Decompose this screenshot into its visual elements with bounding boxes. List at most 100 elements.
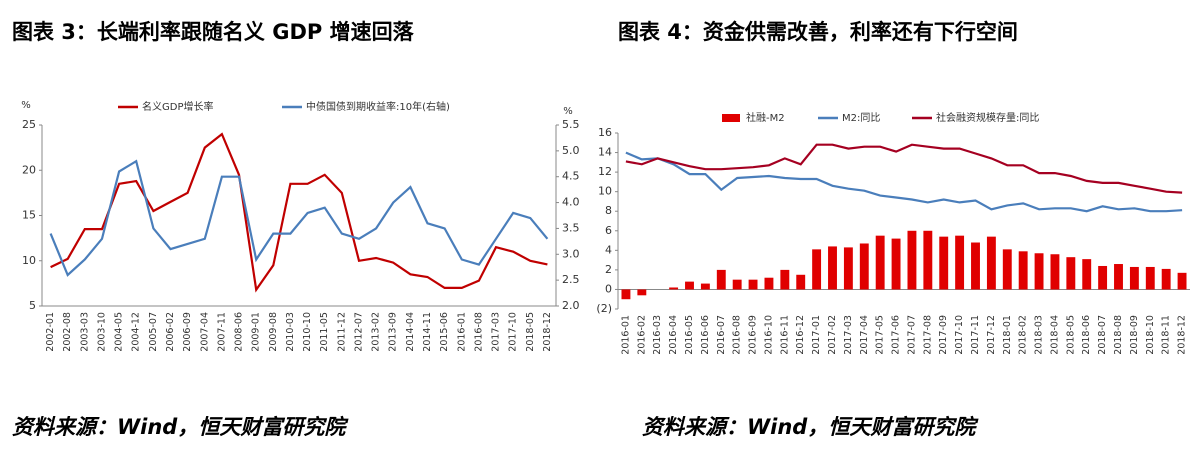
bar: [812, 249, 822, 290]
x-tick-label: 2016-05: [684, 315, 695, 355]
x-tick-label: 2016-01: [456, 312, 467, 352]
bar: [1114, 264, 1123, 290]
x-tick-label: 2016-10: [763, 315, 774, 355]
chart-title: 图表 4：资金供需改善，利率还有下行空间: [618, 20, 1018, 44]
bar: [716, 269, 726, 290]
y2-tick-label: 5.5: [562, 118, 580, 131]
x-tick-label: 2014-11: [422, 312, 433, 352]
y-tick-label: 12: [598, 165, 612, 178]
x-tick-label: 2016-08: [473, 312, 484, 352]
x-tick-label: 2011-05: [319, 312, 330, 352]
x-tick-label: 2016-12: [795, 315, 806, 355]
legend-swatch: [722, 114, 740, 122]
x-tick-label: 2003-03: [79, 312, 90, 352]
x-tick-label: 2018-06: [1081, 315, 1092, 355]
x-tick-label: 2016-07: [716, 315, 727, 355]
x-tick-label: 2013-02: [371, 312, 382, 352]
bar: [923, 230, 933, 290]
source: 资料来源：Wind，恒天财富研究院: [642, 415, 979, 439]
x-tick-label: 2018-01: [1002, 315, 1013, 355]
x-tick-label: 2007-04: [199, 312, 210, 352]
x-tick-label: 2017-05: [875, 315, 886, 355]
y-tick-label: 14: [598, 146, 612, 159]
legend-label: 社融-M2: [746, 111, 785, 124]
bar: [891, 238, 901, 290]
x-tick-label: 2016-09: [748, 315, 759, 355]
x-tick-label: 2016-02: [636, 315, 647, 355]
y2-tick-label: 4.0: [562, 196, 580, 209]
x-tick-label: 2018-08: [1113, 315, 1124, 355]
x-tick-label: 2009-01: [251, 312, 262, 352]
y-tick-label: 4: [605, 243, 612, 256]
bar: [780, 269, 790, 290]
bar: [971, 242, 980, 290]
x-tick-label: 2017-11: [970, 315, 981, 355]
line-series: [625, 151, 1183, 213]
x-tick-label: 2011-12: [336, 312, 347, 352]
x-tick-label: 2018-07: [1097, 315, 1108, 355]
y2-unit: %: [563, 106, 573, 117]
bar: [748, 279, 758, 290]
y-tick-label: 10: [22, 254, 36, 267]
x-tick-label: 2006-09: [182, 312, 193, 352]
x-tick-label: 2016-03: [652, 315, 663, 355]
x-tick-label: 2016-08: [732, 315, 743, 355]
y-unit: %: [21, 100, 31, 111]
y-tick-label: 0: [605, 282, 612, 295]
y2-tick-label: 3.5: [562, 221, 580, 234]
y-tick-label: 20: [22, 163, 36, 176]
x-tick-label: 2015-06: [439, 312, 450, 352]
y-tick-label: 10: [598, 185, 612, 198]
y2-tick-label: 2.0: [562, 299, 580, 312]
x-tick-label: 2018-04: [1049, 315, 1060, 355]
legend-label: M2:同比: [842, 112, 880, 124]
x-tick-label: 2003-10: [96, 312, 107, 352]
line-series: [49, 159, 549, 277]
bar: [1161, 268, 1171, 290]
bar: [1145, 266, 1155, 290]
source: 资料来源：Wind，恒天财富研究院: [12, 415, 349, 439]
y2-tick-label: 2.5: [562, 273, 580, 286]
x-tick-label: 2018-12: [1177, 315, 1188, 355]
x-tick-label: 2006-02: [165, 312, 176, 352]
x-tick-label: 2017-01: [811, 315, 822, 355]
legend-label: 中债国债到期收益率:10年(右轴): [306, 100, 450, 113]
y2-tick-label: 5.0: [562, 144, 580, 157]
y2-tick-label: 3.0: [562, 247, 580, 260]
bar: [1034, 253, 1044, 290]
x-tick-label: 2018-12: [542, 312, 553, 352]
x-tick-label: 2018-05: [1065, 315, 1076, 355]
y-tick-label: 2: [605, 263, 612, 276]
x-tick-label: 2017-09: [938, 315, 949, 355]
x-tick-label: 2018-02: [1018, 315, 1029, 355]
x-tick-label: 2018-09: [1129, 315, 1140, 355]
x-tick-label: 2017-10: [508, 312, 519, 352]
y-tick-label: (2): [596, 302, 612, 315]
x-tick-label: 2005-07: [148, 312, 159, 352]
x-tick-label: 2017-07: [906, 315, 917, 355]
x-tick-label: 2009-08: [268, 312, 279, 352]
bar: [875, 235, 885, 290]
x-tick-label: 2013-09: [388, 312, 399, 352]
bar: [955, 235, 965, 290]
bar: [621, 289, 631, 300]
bar: [796, 274, 806, 290]
y-tick-label: 15: [22, 209, 36, 222]
bar: [1177, 272, 1187, 290]
x-tick-label: 2004-05: [114, 312, 125, 352]
bar: [843, 247, 853, 290]
x-tick-label: 2002-08: [62, 312, 73, 352]
bar: [1066, 257, 1076, 290]
bar: [939, 236, 949, 290]
y-tick-label: 6: [605, 224, 612, 237]
chart-title: 图表 3：长端利率跟随名义 GDP 增速回落: [12, 20, 415, 44]
x-tick-label: 2017-06: [891, 315, 902, 355]
bar: [637, 289, 647, 296]
bar: [732, 279, 742, 290]
x-tick-label: 2014-04: [405, 312, 416, 352]
x-tick-label: 2017-12: [986, 315, 997, 355]
x-tick-label: 2018-11: [1161, 315, 1172, 355]
x-tick-label: 2017-02: [827, 315, 838, 355]
y-tick-label: 25: [22, 118, 36, 131]
